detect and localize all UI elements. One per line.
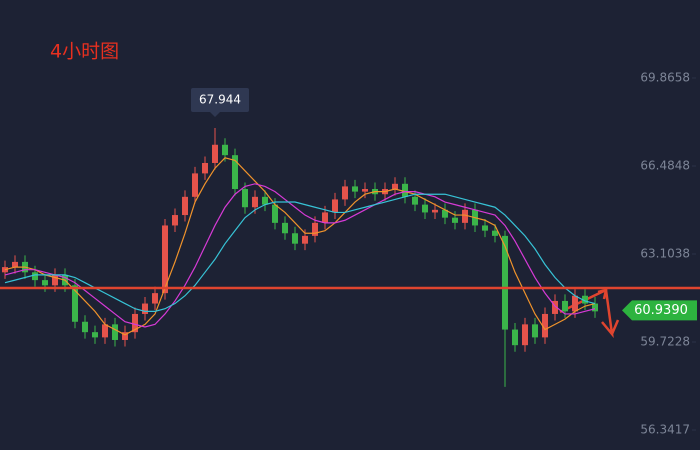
candle-body [442, 209, 448, 218]
callout-box [191, 88, 249, 113]
candle-body [512, 329, 518, 346]
candle-body [152, 293, 158, 304]
candle-body [142, 303, 148, 314]
candle-body [262, 196, 268, 205]
y-tick-label: 56.3417 [640, 422, 690, 436]
candle-body [232, 155, 238, 190]
candle-body [462, 209, 468, 223]
candle-body [32, 272, 38, 281]
moving-average [4, 193, 596, 312]
candle-body [82, 321, 88, 333]
callout-pointer [210, 112, 220, 118]
candle-body [52, 274, 58, 286]
candle-body [92, 332, 98, 338]
candle-body [242, 189, 248, 208]
callout-label: 67.944 [199, 93, 241, 107]
candle-body [42, 280, 48, 286]
candle-body [552, 300, 558, 314]
candle-body [282, 222, 288, 234]
candle-body [432, 209, 438, 213]
candle-body [212, 144, 218, 163]
candle-body [252, 196, 258, 208]
candle-body [452, 217, 458, 223]
moving-average [4, 157, 596, 336]
candle-body [562, 300, 568, 312]
y-tick-label: 66.4848 [640, 158, 690, 172]
candle-body [112, 324, 118, 340]
candle-body [362, 189, 368, 192]
candle-body [482, 225, 488, 231]
chart-title: 4小时图 [50, 41, 119, 63]
candle-body [592, 303, 598, 312]
candle-body [412, 196, 418, 205]
candle-body [182, 196, 188, 216]
candle-body [312, 222, 318, 236]
candle-body [492, 230, 498, 236]
last-price-label: 60.9390 [634, 303, 688, 318]
candle-body [422, 204, 428, 213]
candle-body [522, 324, 528, 346]
candle-body [132, 313, 138, 333]
candle-body [572, 295, 578, 312]
candle-body [582, 295, 588, 304]
candle-body [532, 324, 538, 338]
candle-body [322, 212, 328, 223]
candle-body [332, 199, 338, 213]
candle-body [202, 162, 208, 174]
candle-body [272, 204, 278, 223]
last-price-tag [622, 300, 697, 321]
y-tick-label: 59.7228 [640, 334, 690, 348]
moving-average [4, 183, 596, 328]
candle-body [72, 285, 78, 322]
candle-body [162, 225, 168, 294]
candle-body [222, 144, 228, 156]
candle-body [292, 233, 298, 244]
candle-body [122, 332, 128, 340]
candle-body [102, 324, 108, 338]
candle-body [542, 313, 548, 338]
candle-body [352, 186, 358, 192]
y-tick-label: 69.8658 [640, 70, 690, 84]
candle-body [502, 235, 508, 330]
candle-body [12, 261, 18, 268]
candle-body [192, 173, 198, 197]
y-tick-label: 63.1038 [640, 246, 690, 260]
candle-body [402, 183, 408, 197]
candle-body [342, 186, 348, 200]
candle-body [392, 183, 398, 190]
candle-body [302, 235, 308, 244]
candle-body [172, 215, 178, 226]
trend-arrow-down [601, 289, 620, 339]
